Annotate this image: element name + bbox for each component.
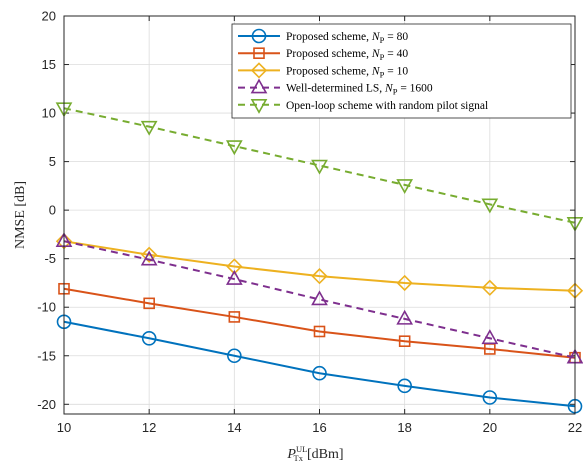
marker-triangle-up [396,309,414,325]
y-tick-label: -15 [37,348,56,363]
x-axis-label-sub: Tx [294,453,304,463]
marker-diamond [141,246,158,263]
marker-circle [312,365,327,381]
marker-diamond [396,274,413,292]
legend-label: Proposed scheme, NP = 10 [286,65,408,79]
marker-diamond [311,268,328,285]
marker-triangle-up [250,78,268,94]
marker-circle [397,378,412,394]
series-line [63,240,576,292]
marker-square [313,325,326,338]
marker-triangle-down [250,99,268,114]
marker-triangle-up [311,290,328,306]
marker-triangle-up [140,250,158,266]
legend-label-var: N [384,83,394,95]
marker-diamond [481,279,498,296]
legend-label-rest: = 40 [384,48,408,60]
legend-item-4: Well-determined LS, NP = 1600 [238,78,433,97]
series-1 [56,314,583,414]
marker-triangle-up [481,329,499,345]
x-axis-label-unit: [dBm] [307,447,344,462]
marker-square [253,47,265,60]
legend-label-name: Proposed scheme, [286,31,372,43]
marker-circle [482,390,498,405]
marker-triangle-down [311,159,328,175]
y-tick-label: -20 [37,397,56,412]
legend-label-var: N [371,31,381,43]
marker-triangle-down [140,120,158,136]
marker-triangle-up [225,269,243,285]
x-axis-label-main: P [286,447,296,462]
y-tick-label: 0 [49,203,56,218]
y-tick-label: 20 [42,9,56,24]
marker-square [143,297,155,310]
x-tick-label: 16 [312,420,326,435]
legend-label-var: N [371,65,381,77]
legend-label-name: Proposed scheme, [286,65,372,77]
legend-label-var: N [371,48,381,60]
y-tick-label: 10 [42,106,56,121]
y-axis-label: NMSE [dB] [13,181,28,249]
legend-label-sub: P [380,52,385,62]
legend-label: Open-loop scheme with random pilot signa… [286,100,488,112]
legend-label-name: Open-loop scheme with random pilot signa… [286,100,488,112]
x-axis-label: PUL Tx [dBm] [286,444,343,463]
legend-label-sub: P [393,87,398,97]
x-tick-label: 10 [57,420,71,435]
legend-label: Proposed scheme, NP = 40 [286,48,408,62]
x-axis-label-sup: UL [296,444,307,454]
x-tick-label: 18 [397,420,411,435]
x-tick-label: 12 [142,420,156,435]
series-line [63,107,576,224]
legend-label-sub: P [380,35,385,45]
marker-square [228,311,241,323]
x-tick-label: 22 [568,420,582,435]
marker-diamond [226,258,243,275]
y-tick-label: -5 [44,251,56,266]
legend-box [231,23,572,119]
series-line [63,240,576,359]
marker-triangle-down [396,179,414,195]
y-tick-label: -10 [37,300,56,315]
marker-triangle-down [481,198,499,214]
legend-label-name: Proposed scheme, [286,48,372,60]
legend-label-sub: P [380,69,385,79]
x-tick-label: 20 [483,420,497,435]
legend-label-rest: = 10 [384,65,408,77]
y-tick-label: 5 [49,154,56,169]
legend-item-2: Proposed scheme, NP = 40 [238,47,408,62]
marker-square [398,335,411,347]
y-tick-label: 15 [42,57,56,72]
legend-label-name: Well-determined LS, [286,83,385,95]
legend-item-1: Proposed scheme, NP = 80 [238,28,408,45]
marker-circle [227,348,242,364]
legend-label: Well-determined LS, NP = 1600 [286,83,433,97]
tick-labels: 10 12 14 16 18 20 22 20 15 10 5 0 -5 -10 -15 -20 [37,9,582,436]
legend-item-5: Open-loop scheme with random pilot signa… [238,99,488,114]
marker-circle [251,28,267,44]
x-tick-label: 14 [227,420,241,435]
legend-label: Proposed scheme, NP = 80 [286,31,408,45]
series-5 [55,102,583,232]
marker-circle [141,330,157,346]
legend-label-rest: = 1600 [397,83,432,95]
marker-diamond [250,62,268,79]
marker-triangle-down [225,140,243,156]
legend-item-3: Proposed scheme, NP = 10 [238,62,408,79]
series-line [63,320,576,408]
series-line [63,287,576,359]
legend-label-rest: = 80 [384,31,408,43]
plot-frame [63,15,576,415]
